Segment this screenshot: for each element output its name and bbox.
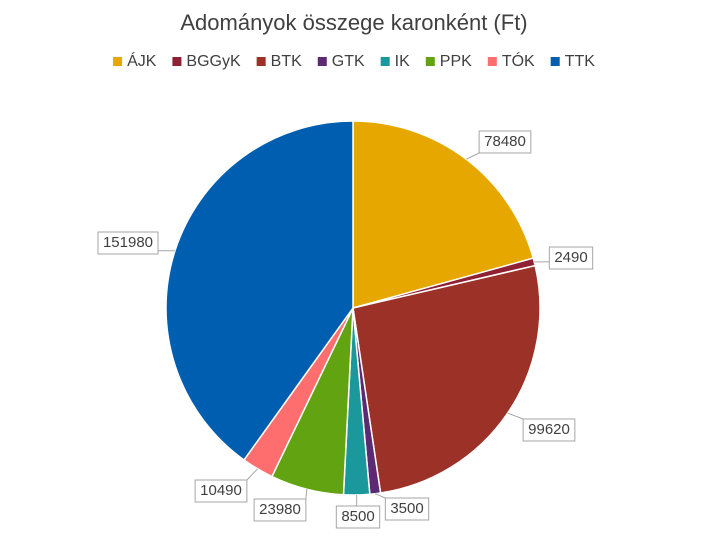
data-label: 78480 [484,133,526,150]
legend-swatch [487,57,497,66]
legend-label: TÓK [502,51,535,70]
data-label: 2490 [554,249,587,266]
data-label-group: 8500 [335,505,381,529]
data-label-box [548,246,594,270]
legend-swatch [172,57,182,66]
data-label-group: 99620 [522,418,576,442]
data-label: 3500 [390,500,423,517]
data-label-box [194,479,248,503]
legend-label: ÁJK [127,51,157,70]
leader-line [305,489,308,500]
data-label: 10490 [200,482,242,499]
pie-slice [352,264,541,494]
legend: ÁJK BGGyK BTK GTK IK PPK TÓK TTK [113,51,595,70]
data-label: 99620 [528,421,570,438]
legend-label: BTK [271,53,302,70]
leader-line [507,412,524,420]
data-label: 151980 [103,234,153,251]
legend-label: BGGyK [186,53,241,70]
data-label-group: 23980 [253,498,307,522]
data-label-box [253,498,307,522]
leader-line [375,493,386,499]
data-label-group: 10490 [194,479,248,503]
data-label-group: 2490 [548,246,594,270]
data-label-group: 151980 [97,231,159,255]
legend-swatch [380,57,390,66]
legend-swatch [256,57,266,66]
legend-swatch [425,57,435,66]
data-label: 8500 [341,508,374,525]
leader-line [246,468,258,481]
data-label-box [97,231,159,255]
legend-swatch [113,57,123,66]
data-label-group: 78480 [478,130,532,154]
legend-label: TTK [565,53,596,70]
legend-swatch [550,57,560,66]
legend-label: PPK [440,53,472,70]
leader-line [466,152,480,160]
data-label: 23980 [259,501,301,518]
legend-label: IK [395,53,410,70]
data-label-group: 3500 [384,497,430,521]
legend-label: GTK [332,53,365,70]
data-label-box [478,130,532,154]
data-label-box [335,505,381,529]
legend-swatch [317,57,327,66]
chart-title: Adományok összege karonként (Ft) [180,10,527,35]
data-label-box [522,418,576,442]
data-label-box [384,497,430,521]
